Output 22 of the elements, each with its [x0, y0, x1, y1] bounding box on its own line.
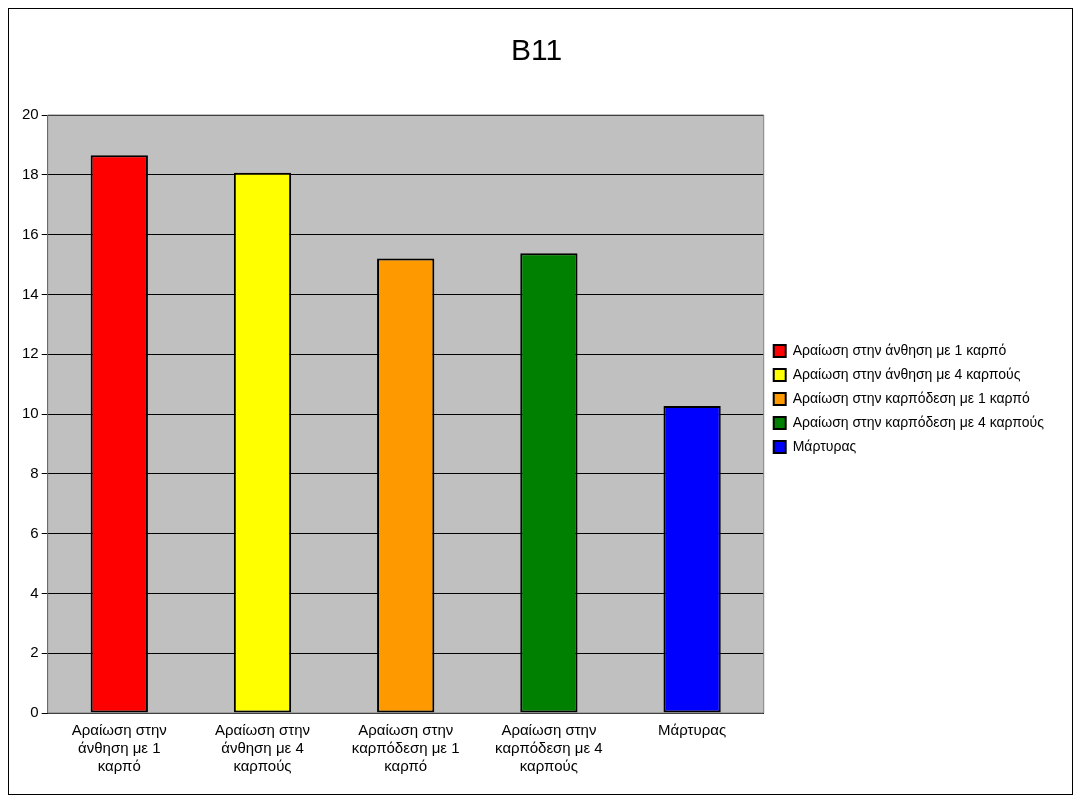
legend-label: Αραίωση στην καρπόδεση με 4 καρπούς [792, 413, 1045, 430]
chart-title: B11 [510, 33, 563, 67]
x-tick-label: Αραίωση στην άνθηση με 4 καρπούς [214, 721, 311, 775]
y-tick-label: 18 [22, 164, 39, 182]
y-tick-label: 14 [22, 284, 39, 302]
y-tick-label: 8 [30, 463, 39, 481]
y-tick-label: 10 [22, 404, 39, 422]
x-tick-label: Αραίωση στην καρπόδεση με 1 καρπό [351, 721, 460, 775]
legend-label: Αραίωση στην καρπόδεση με 1 καρπό [792, 389, 1031, 406]
y-tick-label: 20 [22, 105, 39, 123]
y-tick-label: 16 [22, 224, 39, 242]
x-tick-label: Αραίωση στην άνθηση με 1 καρπό [71, 721, 167, 775]
legend-label: Μάρτυρας [792, 437, 857, 454]
x-tick-label: Μάρτυρας [658, 721, 727, 739]
y-tick-label: 4 [30, 583, 39, 601]
y-tick-label: 12 [22, 344, 39, 362]
y-tick-label: 2 [30, 643, 39, 661]
legend-label: Αραίωση στην άνθηση με 4 καρπούς [792, 365, 1021, 382]
legend-label: Αραίωση στην άνθηση με 1 καρπό [792, 341, 1007, 358]
y-tick-label: 6 [30, 523, 39, 541]
y-tick-label: 0 [30, 703, 39, 721]
x-tick-label: Αραίωση στην καρπόδεση με 4 καρπούς [495, 721, 603, 775]
